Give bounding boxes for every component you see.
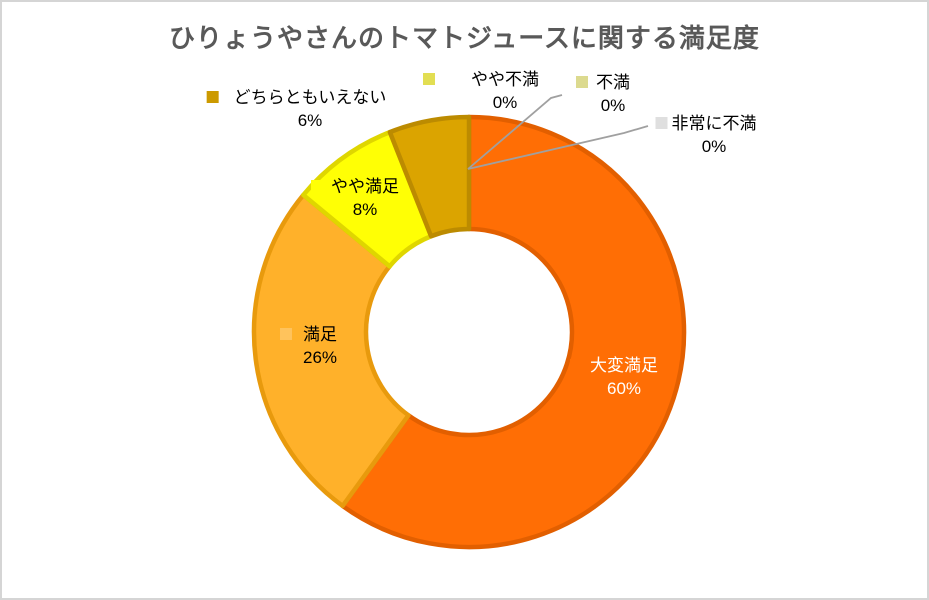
legend-key-icon — [279, 328, 292, 340]
data-label-value: 60% — [606, 379, 642, 398]
chart-title: ひりょうやさんのトマトジュースに関する満足度 — [169, 23, 760, 53]
data-label-category: どちらともいえない — [233, 88, 387, 107]
leader-line-very-dissatisfied — [467, 125, 649, 170]
legend-key-icon — [655, 117, 668, 129]
legend-key-icon — [576, 76, 588, 88]
data-label-value: 0% — [600, 96, 626, 115]
data-label-somewhat-satisfied: やや満足 8% — [311, 175, 399, 221]
data-label-dissatisfied: 不満 0% — [576, 71, 630, 117]
data-label-category: やや不満 — [471, 70, 539, 89]
data-label-value: 8% — [352, 200, 378, 219]
legend-key-icon — [570, 359, 582, 371]
data-label-category: 満足 — [303, 325, 337, 344]
leader-line-dissatisfied — [467, 94, 563, 170]
data-label-very-dissatisfied: 非常に不満 0% — [655, 112, 757, 158]
data-label-category: 非常に不満 — [671, 114, 757, 133]
data-label-category: やや満足 — [331, 177, 399, 196]
data-label-category: 不満 — [596, 73, 630, 92]
data-label-value: 0% — [492, 93, 518, 112]
legend-key-icon — [423, 73, 435, 85]
legend-key-icon — [311, 180, 323, 192]
data-label-value: 0% — [701, 137, 727, 156]
data-label-neutral: どちらともいえない 6% — [206, 86, 387, 132]
slice-satisfied[interactable] — [251, 192, 411, 509]
data-label-very-satisfied: 大変満足 60% — [570, 354, 658, 400]
data-label-category: 大変満足 — [590, 356, 658, 375]
data-label-value: 6% — [297, 111, 323, 130]
slice-neutral[interactable] — [387, 114, 472, 239]
legend-key-icon — [206, 91, 219, 103]
data-label-satisfied: 満足 26% — [279, 323, 338, 369]
slice-very-satisfied[interactable] — [340, 114, 687, 550]
data-label-somewhat-dissatisfied: やや不満 0% — [423, 68, 539, 114]
data-label-value: 26% — [302, 348, 338, 367]
